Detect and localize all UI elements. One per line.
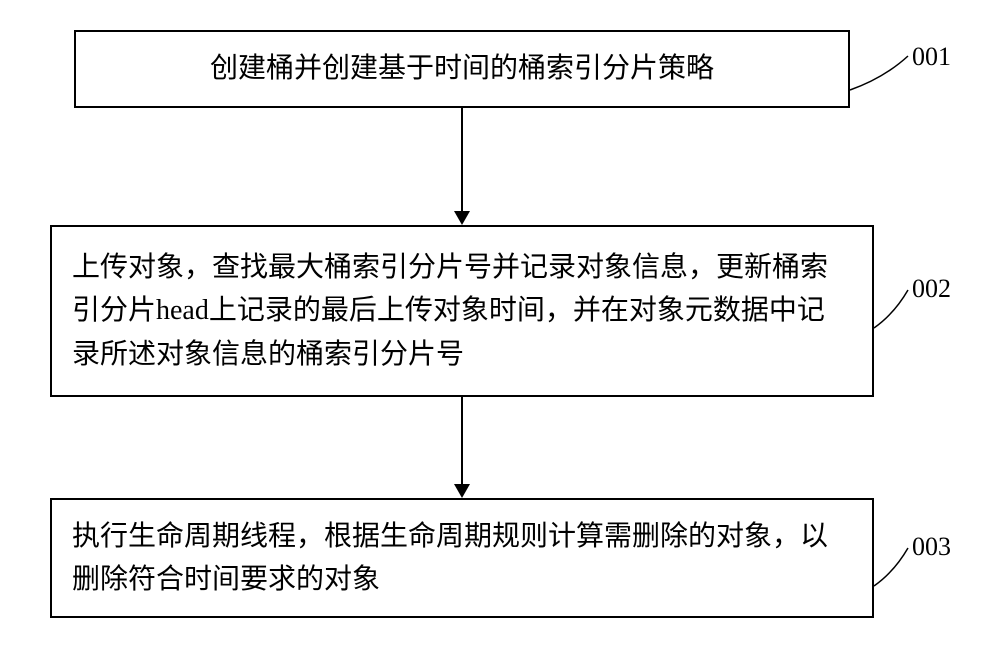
label-leader-n3 bbox=[0, 0, 1000, 648]
step-label-n3: 003 bbox=[912, 532, 951, 562]
